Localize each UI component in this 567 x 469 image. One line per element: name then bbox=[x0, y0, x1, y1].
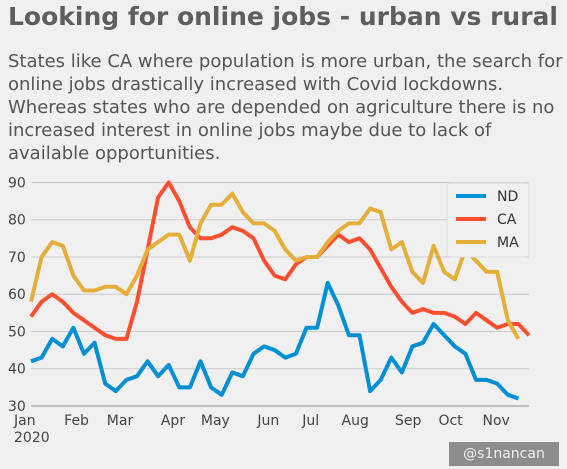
x-tick-label-jan: Jan bbox=[13, 413, 36, 429]
legend-label-ca: CA bbox=[497, 212, 517, 228]
y-tick-label-80: 80 bbox=[8, 213, 26, 229]
y-tick-label-90: 90 bbox=[8, 175, 26, 191]
legend-label-nd: ND bbox=[497, 189, 518, 205]
series-line-ca bbox=[29, 180, 531, 341]
x-tick-label-jun: Jun bbox=[256, 413, 279, 429]
y-tick-label-50: 50 bbox=[8, 324, 26, 340]
x-tick-label-jul: Jul bbox=[301, 413, 319, 429]
y-tick-label-70: 70 bbox=[8, 250, 26, 266]
chart-title: Looking for online jobs - urban vs rural bbox=[8, 2, 558, 31]
x-tick-label-nov: Nov bbox=[482, 413, 509, 429]
y-tick-label-60: 60 bbox=[8, 287, 26, 303]
x-tick-label-mar: Mar bbox=[107, 413, 134, 429]
series-line-nd bbox=[30, 281, 520, 401]
x-tick-label-apr: Apr bbox=[161, 413, 185, 429]
y-tick-label-30: 30 bbox=[8, 399, 26, 415]
x-tick-sublabel-year: 2020 bbox=[14, 430, 50, 446]
chart-subtitle: States like CA where population is more … bbox=[8, 51, 563, 164]
series-line-ma bbox=[29, 191, 521, 340]
watermark-handle: @s1nancan bbox=[449, 442, 559, 466]
x-tick-label-sep: Sep bbox=[395, 413, 422, 429]
x-tick-label-may: May bbox=[201, 413, 230, 429]
legend-label-ma: MA bbox=[497, 235, 519, 251]
x-tick-label-aug: Aug bbox=[342, 413, 369, 429]
x-tick-label-oct: Oct bbox=[438, 413, 463, 429]
legend-box bbox=[446, 182, 530, 258]
x-tick-label-feb: Feb bbox=[64, 413, 89, 429]
y-tick-label-40: 40 bbox=[8, 362, 26, 378]
